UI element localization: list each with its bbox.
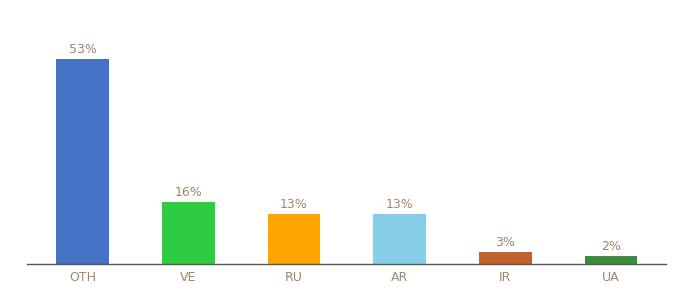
Text: 2%: 2% (601, 240, 621, 253)
Bar (585, 256, 637, 264)
Bar (479, 252, 532, 264)
Bar (267, 214, 320, 264)
Bar (162, 202, 215, 264)
Text: 13%: 13% (386, 198, 413, 211)
Text: 3%: 3% (495, 236, 515, 249)
Text: 13%: 13% (280, 198, 308, 211)
Bar (56, 59, 109, 264)
Text: 53%: 53% (69, 43, 97, 56)
Text: 16%: 16% (175, 186, 202, 199)
Bar (373, 214, 426, 264)
